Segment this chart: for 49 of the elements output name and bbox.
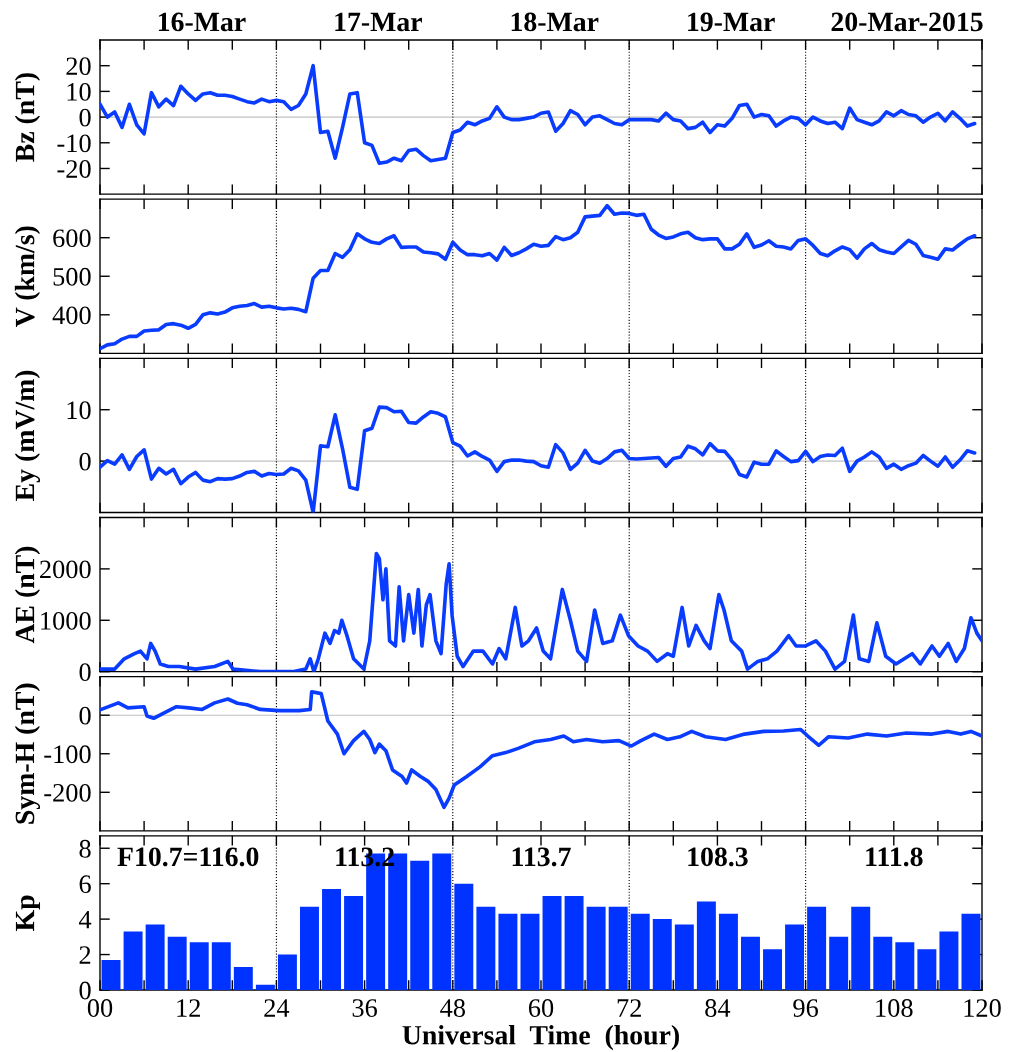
y-tick-label: 400	[52, 306, 91, 325]
y-tick-label: 8	[79, 839, 91, 858]
x-tick-label: 108	[876, 999, 913, 1017]
annotation: 111.8	[866, 847, 923, 867]
x-tick-label: 12	[177, 999, 200, 1017]
y-tick-label: 0	[79, 706, 91, 725]
text: 19-Mar	[688, 12, 775, 32]
x-tick-label: 120	[964, 999, 1001, 1017]
y-axis-title: Sym-H (nT)	[14, 683, 41, 824]
y-axis-title: AE (nT)	[14, 546, 41, 644]
y-axis-title: Bz (nT)	[14, 73, 41, 162]
y-tick-label: 600	[53, 229, 91, 248]
x-tick-label: 24	[264, 999, 290, 1017]
y-tick-label: 500	[53, 267, 91, 286]
y-axis-title: Kp	[15, 895, 41, 931]
y-axis-title: V (km/s)	[14, 226, 41, 327]
y-tick-label: -10	[57, 134, 91, 153]
text: 17-Mar	[335, 12, 422, 32]
text: 18-Mar	[511, 12, 599, 32]
y-tick-label: 10	[67, 401, 91, 420]
y-tick-label: 1000	[41, 611, 91, 630]
y-tick-label: 0	[79, 108, 91, 127]
x-tick-label: 96	[793, 999, 819, 1017]
annotation: 113.2	[336, 847, 394, 867]
y-tick-label: 20	[66, 57, 91, 76]
x-tick-label: 72	[617, 999, 641, 1017]
y-tick-label: 2	[79, 946, 91, 964]
annotation: 113.7	[512, 847, 571, 867]
y-tick-label: 6	[79, 875, 91, 894]
y-axis-title: Ey (mV/m)	[14, 370, 41, 501]
x-tick-label: 48	[440, 999, 465, 1017]
x-tick-label: 00	[87, 999, 113, 1017]
y-tick-label: 0	[79, 663, 91, 682]
x-tick-label: 36	[352, 999, 378, 1017]
x-tick-label: 84	[705, 999, 731, 1017]
y-tick-label: 2000	[40, 560, 91, 579]
y-tick-label: 0	[79, 452, 91, 471]
y-tick-label: 0	[79, 981, 91, 1000]
text: 16-Mar	[158, 12, 246, 32]
annotation: F10.7=116.0	[117, 847, 259, 867]
y-tick-label: -100	[44, 745, 91, 764]
y-tick-label: -200	[44, 783, 91, 802]
x-tick-label: 60	[528, 999, 554, 1017]
y-tick-label: -20	[57, 160, 91, 178]
text: 20-Mar-2015	[831, 12, 983, 32]
annotation: 108.3	[688, 847, 748, 867]
y-tick-label: 10	[67, 83, 91, 101]
y-tick-label: 4	[78, 910, 92, 929]
x-axis-title: Universal Time (hour)	[402, 1025, 679, 1051]
